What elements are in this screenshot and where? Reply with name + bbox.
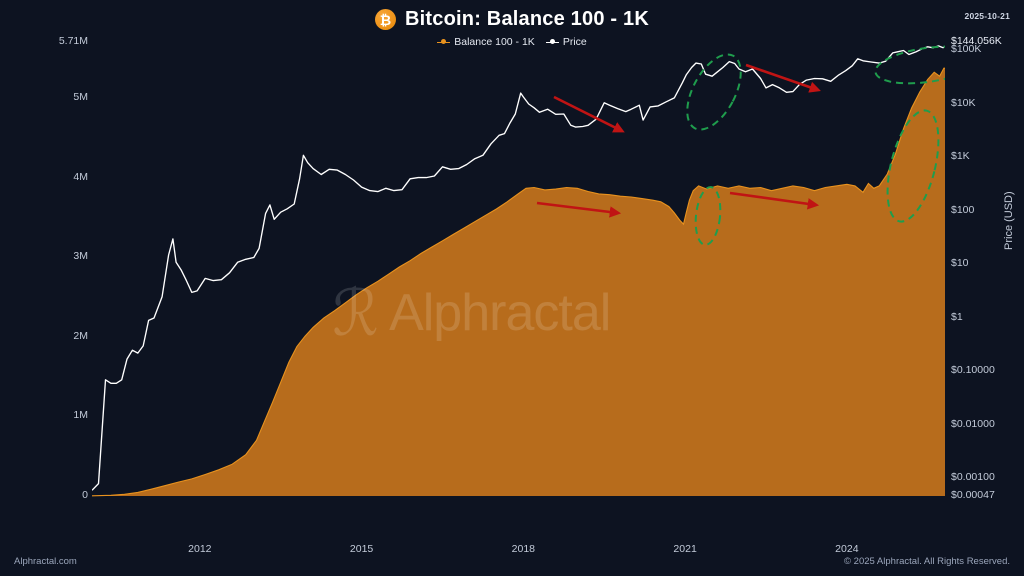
annotation-ellipse-accumulation-balance-2025 [886,109,940,223]
y-tick-left-2M: 2M [73,329,88,342]
chart-header: ₿ Bitcoin: Balance 100 - 1K 2025-10-21 B… [0,0,1024,56]
x-tick-2018: 2018 [511,543,536,555]
series-area-balance [92,68,945,496]
chart-plot-area[interactable] [92,42,945,538]
y-tick-left-5M: 5M [73,91,88,104]
y-tick-right-$0.00100: $0.00100 [951,471,995,484]
date-stamp: 2025-10-21 [964,11,1010,21]
y-tick-right-$1: $1 [951,310,963,323]
y-tick-right-$1K: $1K [951,150,970,163]
page-title: Bitcoin: Balance 100 - 1K [405,8,649,30]
y-tick-left-5.71M: 5.71M [58,35,88,47]
y-tick-right-$10K: $10K [951,96,976,109]
series-line-price [92,45,945,491]
series-line-balance [92,67,945,497]
legend-marker-balance [437,38,451,47]
annotation-ellipse-accumulation-balance-2021 [694,186,722,246]
legend-marker-price [545,38,559,47]
annotation-arrow-declining-trend-2018 [553,95,625,133]
x-tick-2021: 2021 [673,543,697,555]
legend-label-price: Price [562,36,587,48]
y-tick-right-$100K: $100K [951,43,982,56]
y-tick-right-$10: $10 [951,257,969,270]
y-tick-left-4M: 4M [73,170,88,183]
y-tick-left-3M: 3M [73,250,88,263]
legend-item-price[interactable]: Price [545,36,587,48]
chart-canvas [92,45,945,497]
annotation-arrow-flat-trend-balance-2018 [536,201,622,218]
annotation-ellipse-accumulation-price-2020 [686,53,742,131]
y-tick-right-$0.10000: $0.10000 [951,364,995,377]
chart-legend: Balance 100 - 1K Price [0,36,1024,48]
legend-item-balance[interactable]: Balance 100 - 1K [437,36,535,48]
y-tick-right-$100: $100 [951,203,975,216]
y-tick-right-$0.01000: $0.01000 [951,417,995,430]
y-tick-right-$144.056K: $144.056K [951,35,1002,47]
annotation-ellipse-accumulation-price-2025 [874,45,945,85]
x-tick-2015: 2015 [349,543,374,555]
footer-copyright: © 2025 Alphractal. All Rights Reserved. [844,556,1010,567]
bitcoin-icon: ₿ [375,9,397,30]
annotation-arrow-flat-trend-balance-2022 [729,191,820,210]
y-tick-left-1M: 1M [73,409,88,422]
x-tick-2012: 2012 [188,543,212,555]
annotation-arrow-declining-trend-2021 [745,63,821,93]
legend-label-balance: Balance 100 - 1K [454,36,535,48]
title-row: ₿ Bitcoin: Balance 100 - 1K [0,8,1024,31]
footer-site: Alphractal.com [14,556,77,567]
x-tick-2024: 2024 [835,543,859,555]
y-tick-right-$0.00047: $0.00047 [951,489,995,501]
y-tick-left-0: 0 [82,489,88,501]
y-axis-right-label: Price (USD) [1003,191,1015,250]
